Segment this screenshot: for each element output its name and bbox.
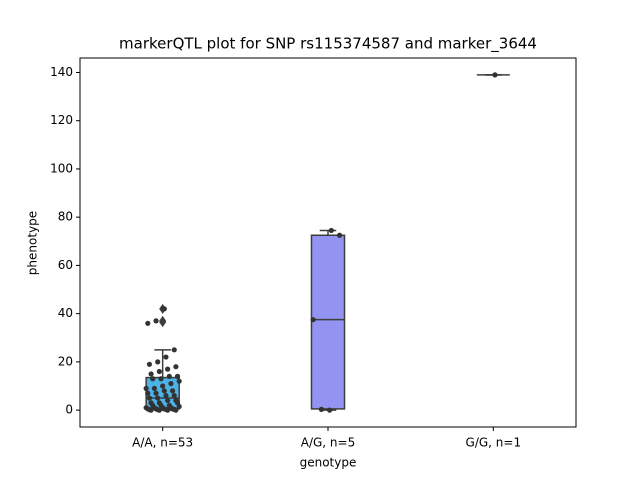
y-tick-label: 140 (50, 65, 73, 79)
point (160, 383, 166, 389)
y-tick-label: 80 (58, 210, 73, 224)
point (327, 407, 333, 413)
point (169, 388, 176, 394)
point (173, 364, 179, 370)
point (155, 359, 161, 365)
y-tick-label: 100 (50, 161, 73, 175)
point (148, 371, 154, 377)
point (155, 395, 161, 401)
point (161, 388, 167, 394)
x-tick-label: A/A, n=53 (132, 436, 193, 450)
point (166, 373, 172, 379)
point (336, 232, 343, 238)
point (156, 407, 162, 413)
point (146, 395, 153, 401)
point (161, 306, 167, 312)
point (492, 72, 498, 78)
y-axis-label: phenotype (26, 211, 40, 275)
point (145, 320, 151, 326)
point (310, 317, 316, 323)
point (146, 361, 153, 367)
point (158, 376, 164, 382)
outlier (159, 317, 167, 328)
point (148, 407, 154, 413)
point (171, 347, 177, 353)
point (174, 373, 181, 379)
point (328, 227, 334, 234)
x-tick-label: A/G, n=5 (301, 436, 355, 450)
point (171, 393, 177, 399)
y-tick-label: 20 (58, 354, 73, 368)
box (310, 234, 346, 410)
point (163, 393, 169, 399)
point (165, 407, 171, 413)
point (163, 354, 169, 360)
y-tick-label: 40 (58, 306, 73, 320)
point (168, 380, 174, 387)
point (165, 397, 171, 404)
point (318, 406, 324, 412)
x-tick-label: G/G, n=1 (466, 436, 522, 450)
point (151, 385, 157, 392)
point (153, 318, 159, 324)
y-tick-label: 60 (58, 258, 73, 272)
point (153, 390, 159, 396)
point (165, 366, 171, 372)
point (156, 368, 162, 375)
point (150, 376, 156, 382)
y-tick-label: 0 (65, 403, 73, 417)
point (176, 378, 182, 384)
point (145, 390, 151, 396)
point (173, 407, 179, 413)
y-tick-label: 120 (50, 113, 73, 127)
point (143, 385, 149, 392)
x-axis-label: genotype (300, 456, 357, 470)
point (176, 403, 182, 410)
chart-title: markerQTL plot for SNP rs115374587 and m… (119, 35, 537, 54)
